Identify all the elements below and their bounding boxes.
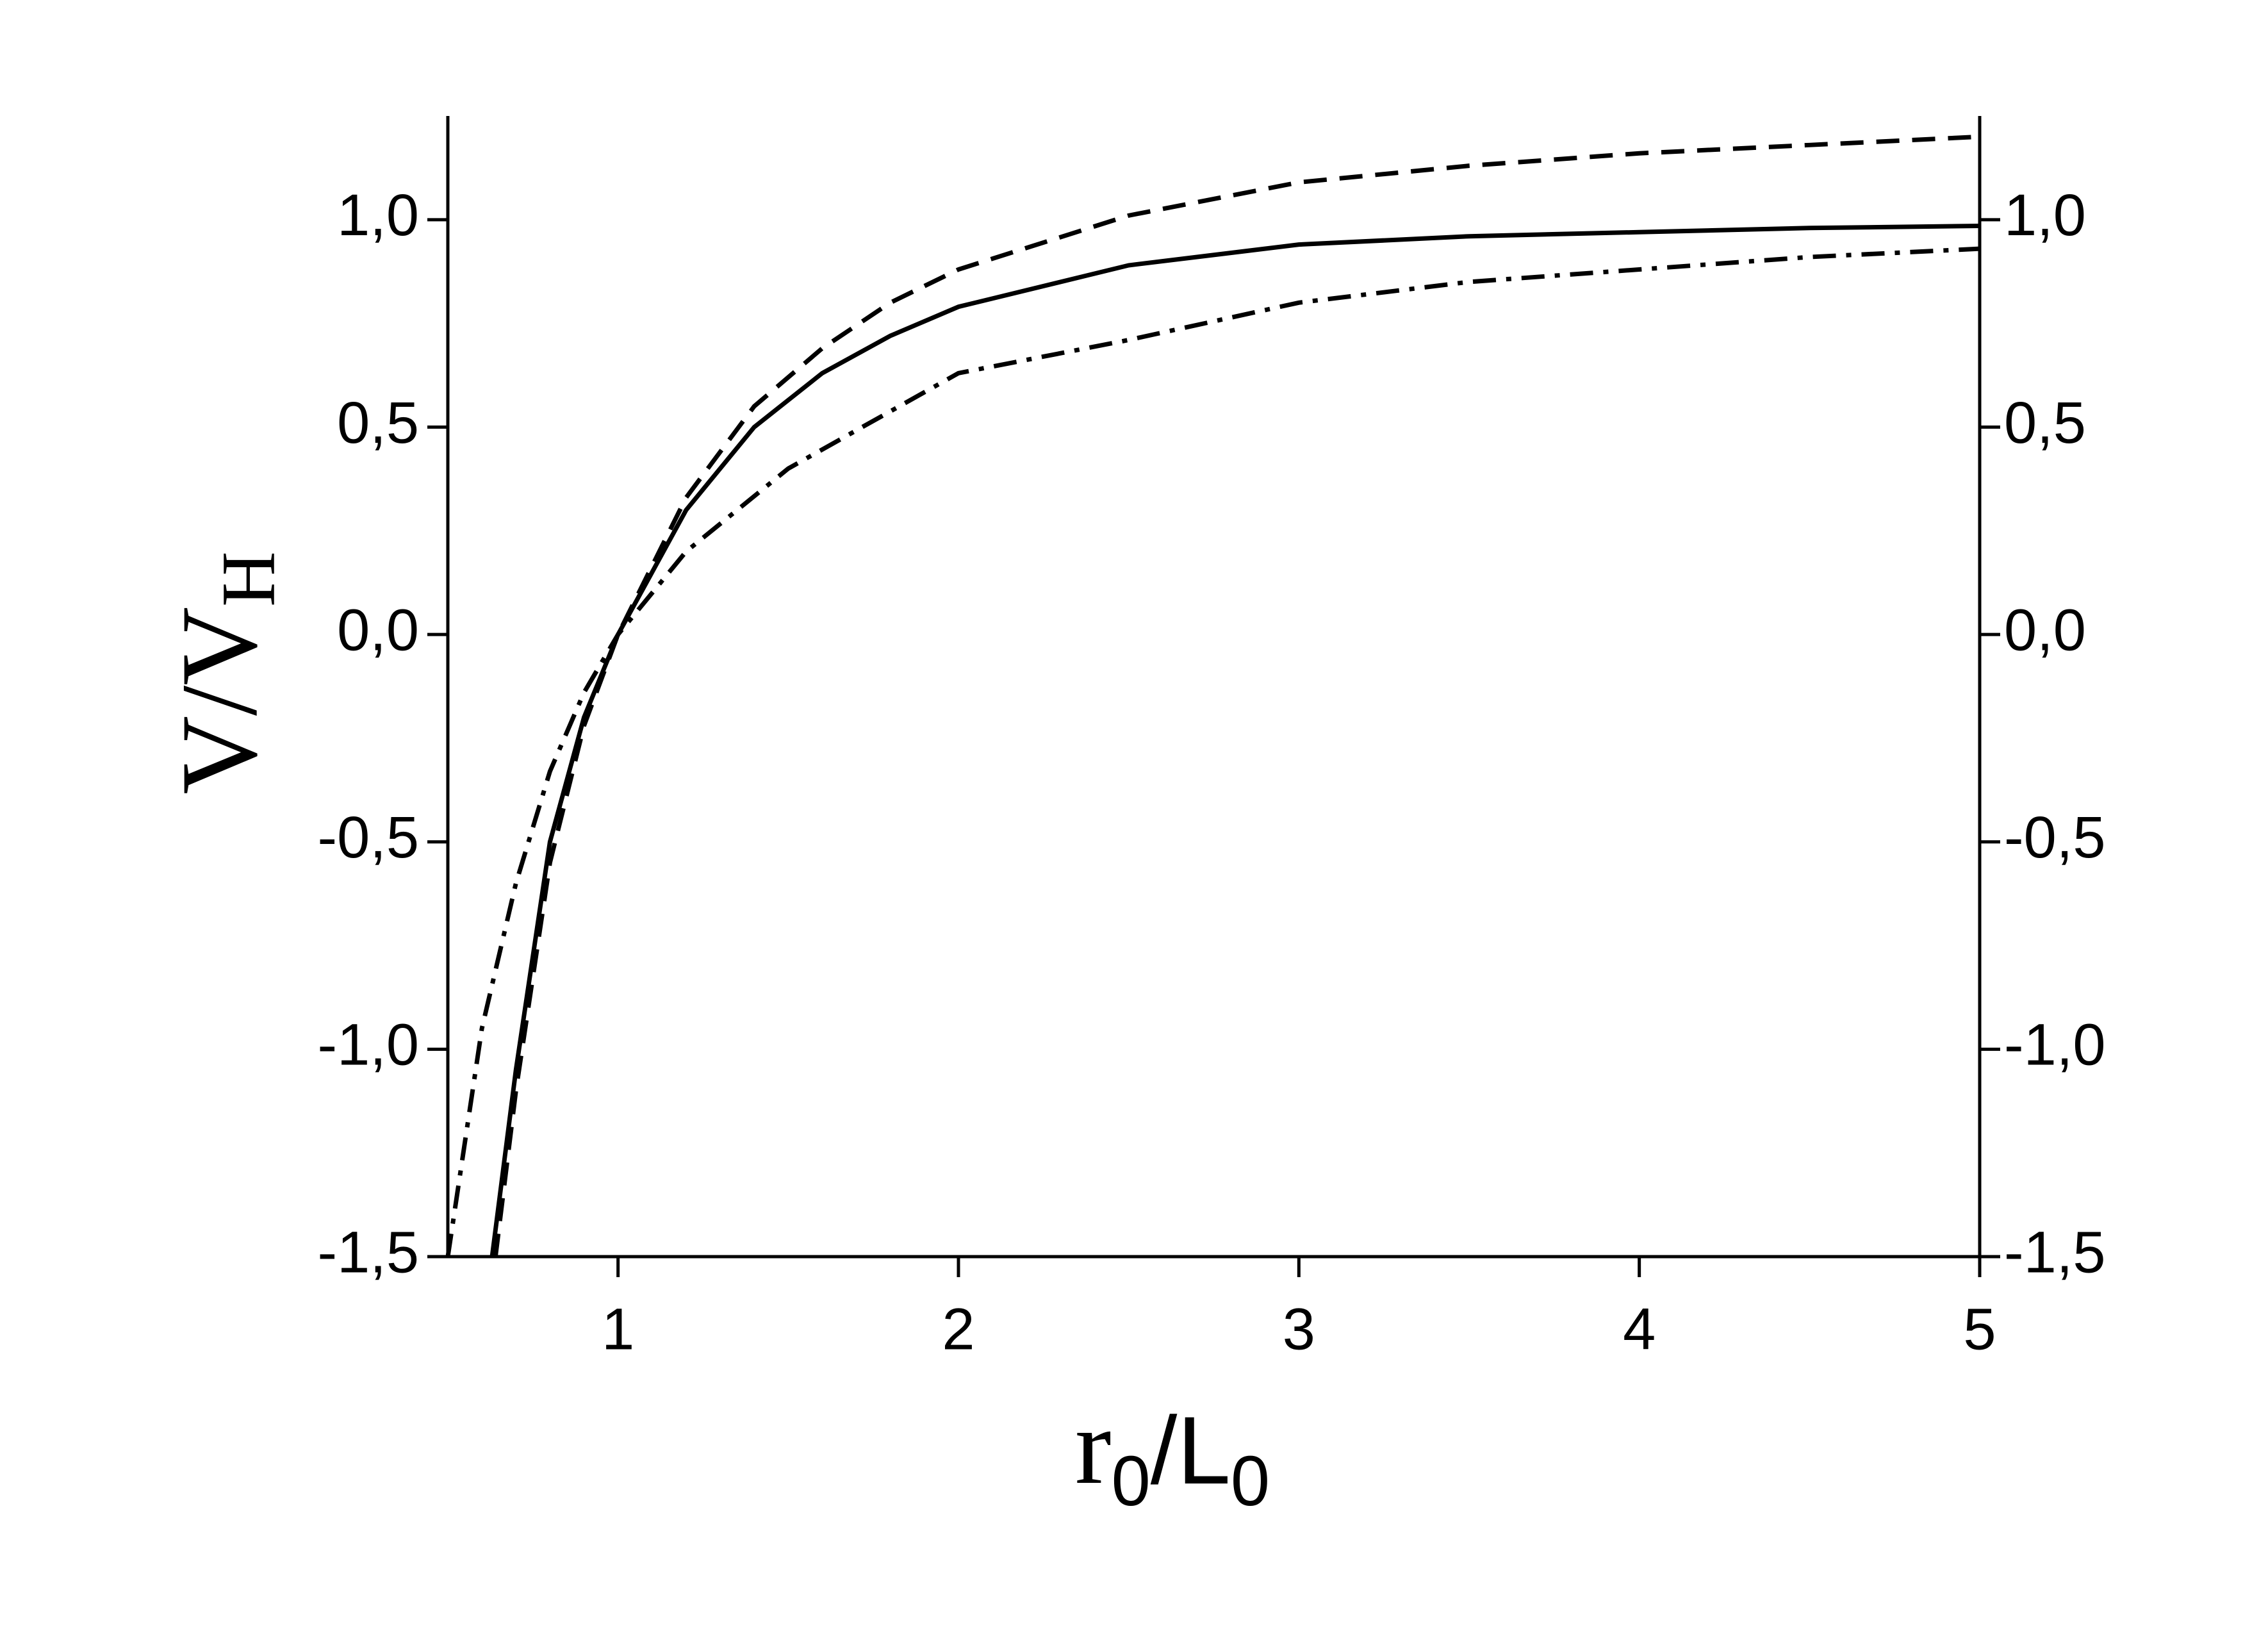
y2-tick-label: -1,0 [2004,1012,2106,1078]
y2-tick-label: 0,0 [2004,597,2086,663]
x-label-part: r [1075,1386,1112,1507]
x-label-sub: 0 [1231,1442,1270,1521]
y-label-sub: H [206,551,291,607]
y2-tick-label: -0,5 [2004,805,2106,870]
y-tick-label: 0,5 [337,390,419,456]
y-axis-label: V/VH [159,551,291,794]
y-tick-label: -1,5 [317,1219,419,1285]
y-tick-label: -0,5 [317,805,419,870]
series-line [445,246,1980,1257]
x-tick-label: 3 [1283,1296,1315,1362]
x-tick-label: 2 [942,1296,974,1362]
y-label-part: V/V [159,607,279,795]
y-tick-label: 0,0 [337,597,419,663]
x-tick-label: 1 [602,1296,634,1362]
y2-tick-label: 1,0 [2004,183,2086,248]
x-tick-label: 4 [1623,1296,1656,1362]
y2-tick-label: -1,5 [2004,1219,2106,1285]
series-line [493,134,1980,1257]
series-line [489,224,1980,1257]
x-label-sub: 0 [1112,1442,1151,1521]
x-axis-label: r0/L0 [1075,1386,1270,1521]
x-tick-label: 5 [1963,1296,1996,1362]
x-label-part: /L [1151,1396,1231,1504]
y-tick-label: 1,0 [337,183,419,248]
y-tick-label: -1,0 [317,1012,419,1078]
y2-tick-label: 0,5 [2004,390,2086,456]
